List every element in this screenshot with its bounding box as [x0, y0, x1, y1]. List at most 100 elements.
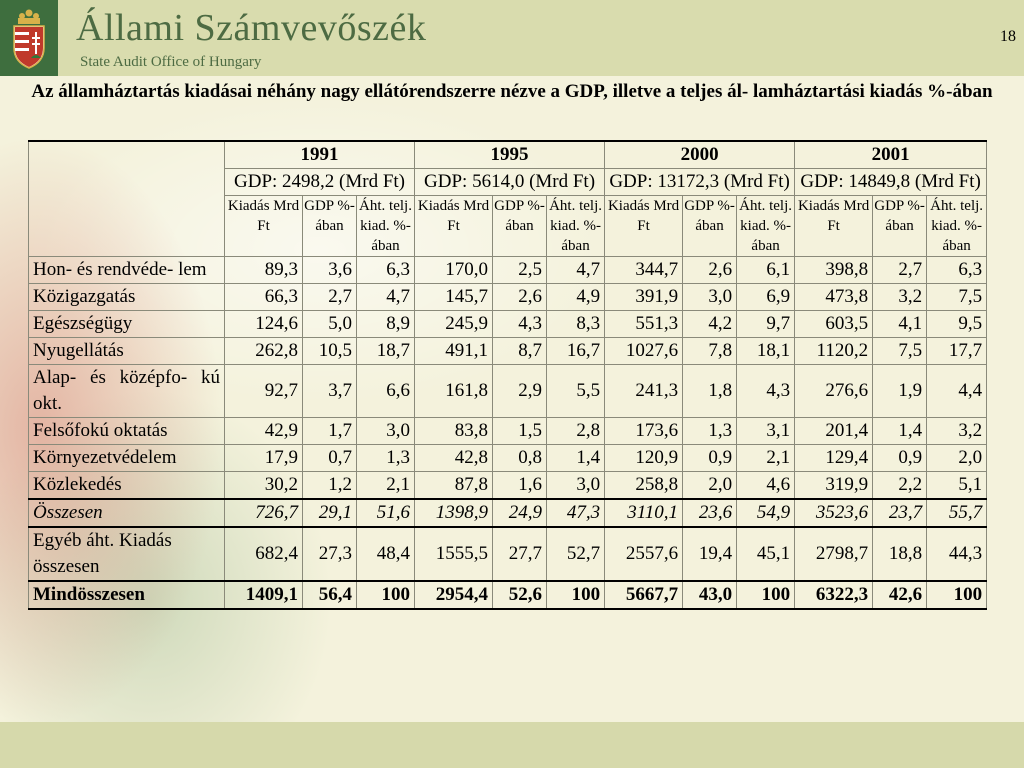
value-cell: 398,8 — [794, 256, 874, 284]
year-cell: 2000 — [604, 140, 796, 169]
value-cell: 170,0 — [414, 256, 494, 284]
value-cell: 1,3 — [355, 444, 416, 472]
value-cell: 9,7 — [736, 310, 796, 338]
value-cell: 0,8 — [492, 444, 548, 472]
subheader-row: Kiadás Mrd Ft GDP %-ában Áht. telj. kiad. … — [29, 195, 988, 257]
value-cell: 2,6 — [682, 256, 738, 284]
value-cell: 682,4 — [224, 526, 303, 582]
value-cell: 473,8 — [794, 283, 874, 311]
subheader-cell: Áht. telj. kiad. %-ában — [355, 195, 416, 257]
subheader-cell: Kiadás Mrd Ft — [414, 195, 494, 257]
value-cell: 319,9 — [794, 471, 874, 500]
coat-of-arms-icon — [13, 9, 45, 69]
value-cell: 4,9 — [546, 283, 606, 311]
value-cell: 1,9 — [872, 364, 928, 418]
value-cell: 551,3 — [604, 310, 684, 338]
subheader-cell: Áht. telj. kiad. %-ában — [926, 195, 988, 257]
value-cell: 3110,1 — [604, 498, 684, 528]
value-cell: 124,6 — [224, 310, 303, 338]
value-cell: 8,9 — [355, 310, 416, 338]
year-cell: 2001 — [794, 140, 988, 169]
value-cell: 245,9 — [414, 310, 494, 338]
value-cell: 1,4 — [546, 444, 606, 472]
value-cell: 0,9 — [872, 444, 928, 472]
value-cell: 4,6 — [736, 471, 796, 500]
value-cell: 100 — [926, 580, 988, 610]
row-label: Felsőfokú oktatás — [28, 417, 225, 445]
value-cell: 1,2 — [302, 471, 357, 500]
value-cell: 23,6 — [682, 498, 738, 528]
value-cell: 1,4 — [872, 417, 928, 445]
row-label: Nyugellátás — [28, 337, 225, 365]
table-row: Közigazgatás 66,3 2,7 4,7 145,7 2,6 4,9 391,9 3,… — [28, 283, 988, 311]
value-cell: 262,8 — [224, 337, 303, 365]
value-cell: 0,7 — [302, 444, 357, 472]
value-cell: 145,7 — [414, 283, 494, 311]
value-cell: 3523,6 — [794, 498, 874, 528]
value-cell: 7,8 — [682, 337, 738, 365]
value-cell: 6,1 — [736, 256, 796, 284]
value-cell: 4,3 — [492, 310, 548, 338]
value-cell: 7,5 — [926, 283, 988, 311]
value-cell: 42,6 — [872, 580, 928, 610]
value-cell: 18,8 — [872, 526, 928, 582]
value-cell: 8,7 — [492, 337, 548, 365]
value-cell: 100 — [546, 580, 606, 610]
header-corner-cell — [28, 140, 225, 257]
value-cell: 56,4 — [302, 580, 357, 610]
subheader-cell: GDP %-ában — [302, 195, 357, 257]
value-cell: 24,9 — [492, 498, 548, 528]
expenditure-table: 1991 1995 2000 2001 GDP: 2498,2 (Mrd Ft)… — [28, 140, 988, 610]
value-cell: 30,2 — [224, 471, 303, 500]
value-cell: 54,9 — [736, 498, 796, 528]
table-row: Nyugellátás 262,8 10,5 18,7 491,1 8,7 16,7 1027… — [28, 337, 988, 365]
value-cell: 1,7 — [302, 417, 357, 445]
value-cell: 2,0 — [682, 471, 738, 500]
value-cell: 27,3 — [302, 526, 357, 582]
value-cell: 23,7 — [872, 498, 928, 528]
value-cell: 55,7 — [926, 498, 988, 528]
table-row: Mindösszesen 1409,1 56,4 100 2954,4 52,6 100 56… — [28, 580, 988, 610]
gdp-cell: GDP: 14849,8 (Mrd Ft) — [794, 168, 988, 196]
value-cell: 66,3 — [224, 283, 303, 311]
org-name: Állami Számvevőszék — [76, 7, 427, 49]
value-cell: 0,9 — [682, 444, 738, 472]
value-cell: 52,6 — [492, 580, 548, 610]
value-cell: 2,1 — [736, 444, 796, 472]
value-cell: 6,9 — [736, 283, 796, 311]
value-cell: 8,3 — [546, 310, 606, 338]
value-cell: 2,2 — [872, 471, 928, 500]
table-row: Összesen 726,7 29,1 51,6 1398,9 24,9 47,3 3110,… — [28, 498, 988, 528]
value-cell: 1555,5 — [414, 526, 494, 582]
value-cell: 92,7 — [224, 364, 303, 418]
value-cell: 3,7 — [302, 364, 357, 418]
value-cell: 241,3 — [604, 364, 684, 418]
value-cell: 4,7 — [355, 283, 416, 311]
table-row: Környezetvédelem 17,9 0,7 1,3 42,8 0,8 1,4 120,… — [28, 444, 988, 472]
table-row: Egészségügy 124,6 5,0 8,9 245,9 4,3 8,3 551,3 4,… — [28, 310, 988, 338]
value-cell: 3,0 — [355, 417, 416, 445]
value-cell: 1120,2 — [794, 337, 874, 365]
value-cell: 726,7 — [224, 498, 303, 528]
value-cell: 87,8 — [414, 471, 494, 500]
value-cell: 2,7 — [302, 283, 357, 311]
value-cell: 2,8 — [546, 417, 606, 445]
gdp-cell: GDP: 5614,0 (Mrd Ft) — [414, 168, 606, 196]
value-cell: 120,9 — [604, 444, 684, 472]
value-cell: 1,8 — [682, 364, 738, 418]
gdp-header-row: GDP: 2498,2 (Mrd Ft) GDP: 5614,0 (Mrd Ft… — [29, 168, 988, 196]
value-cell: 1409,1 — [224, 580, 303, 610]
value-cell: 6,3 — [355, 256, 416, 284]
value-cell: 2798,7 — [794, 526, 874, 582]
value-cell: 4,3 — [736, 364, 796, 418]
value-cell: 173,6 — [604, 417, 684, 445]
value-cell: 5,5 — [546, 364, 606, 418]
value-cell: 100 — [736, 580, 796, 610]
row-label: Egészségügy — [28, 310, 225, 338]
value-cell: 5,1 — [926, 471, 988, 500]
value-cell: 2,6 — [492, 283, 548, 311]
year-cell: 1995 — [414, 140, 606, 169]
value-cell: 603,5 — [794, 310, 874, 338]
gdp-cell: GDP: 2498,2 (Mrd Ft) — [223, 168, 416, 196]
row-label: Egyéb áht. Kiadás összesen — [28, 526, 225, 582]
